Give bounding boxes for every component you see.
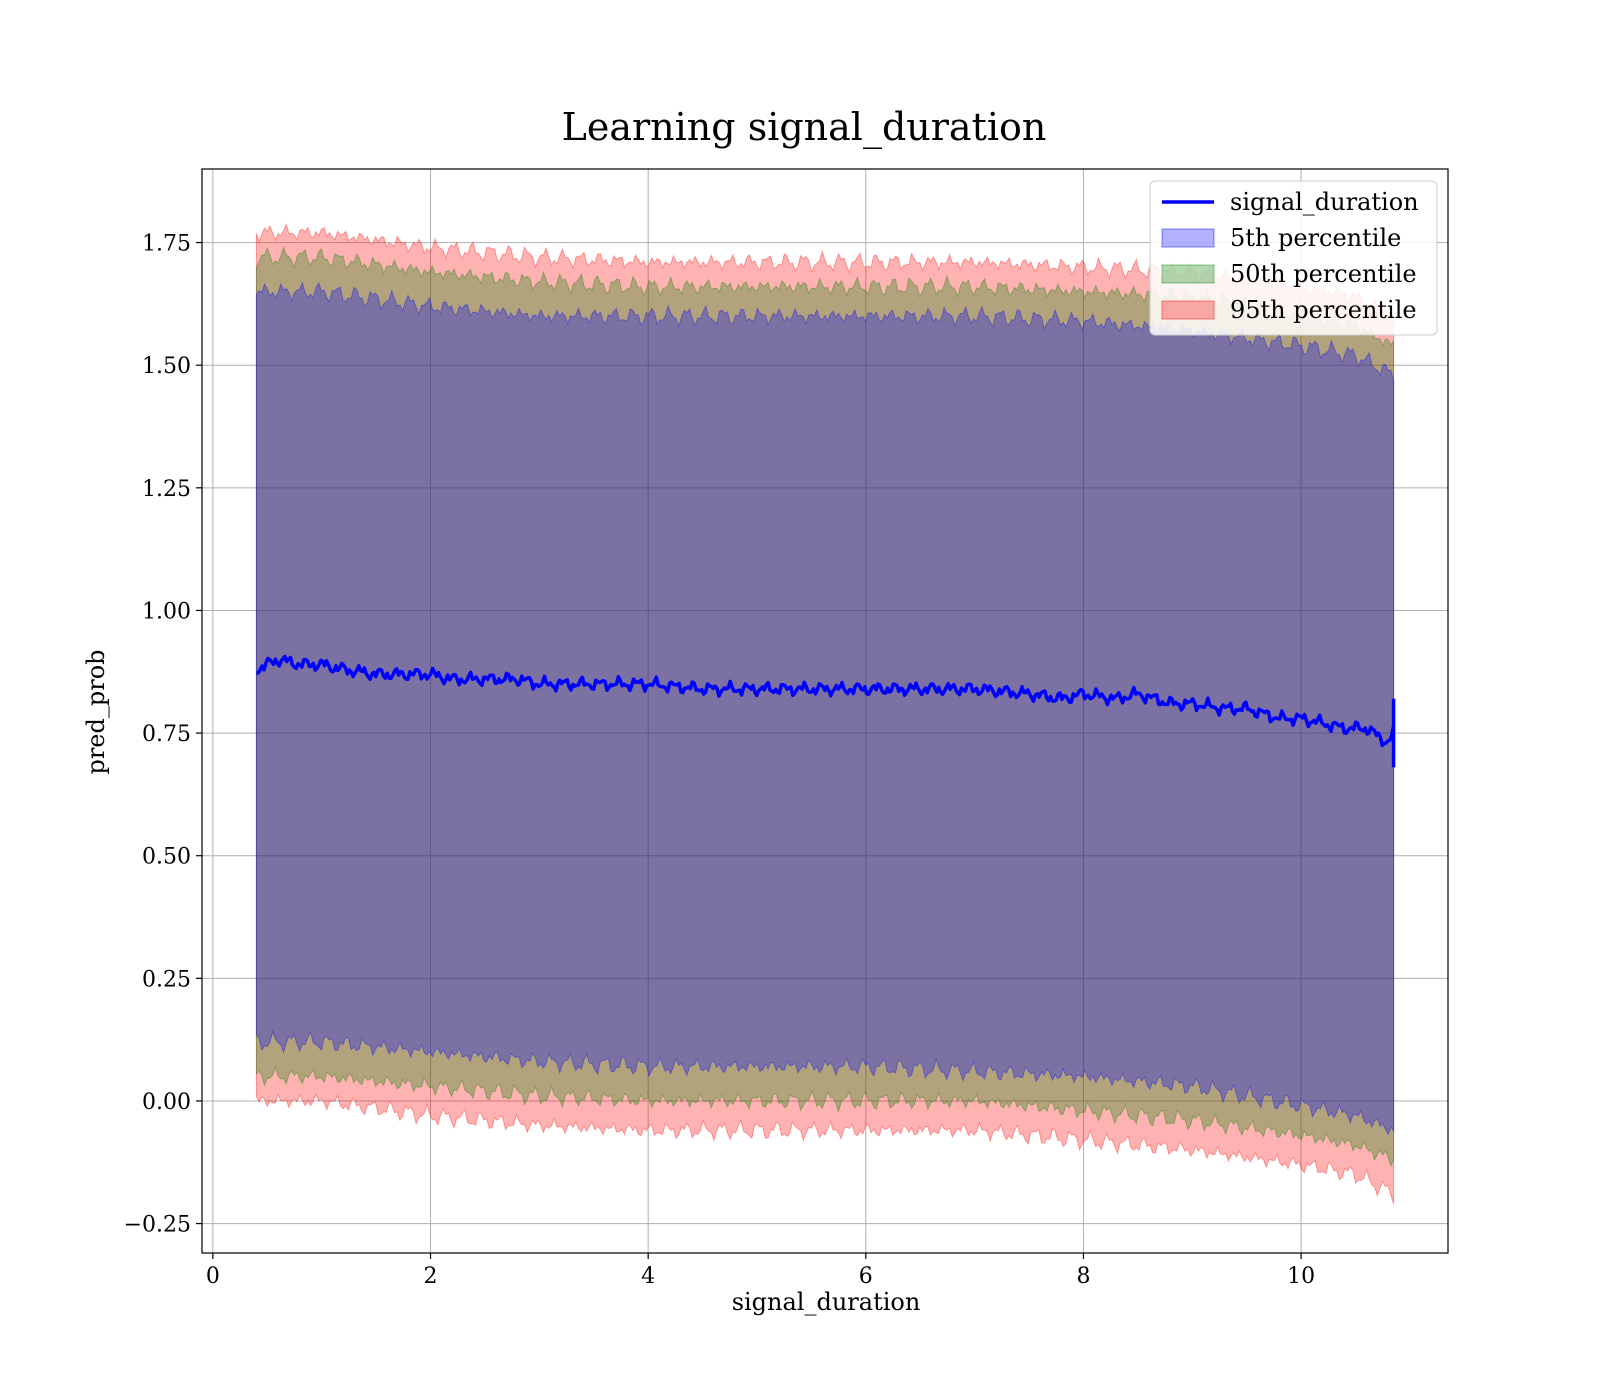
x-tick-label: 4 (641, 1264, 655, 1289)
band-50th-percentile (255, 245, 1395, 1168)
y-tick-label: 0.50 (142, 845, 191, 870)
y-tick-label: 1.50 (142, 354, 191, 379)
y-tick-label: 0.00 (142, 1090, 191, 1115)
legend-label: signal_duration (1230, 188, 1419, 216)
series-line-signal-duration (256, 654, 1396, 748)
plot-area: 0 2 4 6 8 10 −0.25 0.00 0.25 0.50 0.75 1.00 1.25 1.50… (124, 168, 1449, 1289)
x-axis-label: signal_duration (732, 1288, 921, 1316)
y-tick-label: 1.75 (142, 232, 191, 257)
legend-swatch-patch (1161, 264, 1215, 284)
band-5th-percentile (255, 281, 1395, 1136)
x-axis: 0 2 4 6 8 10 (206, 1253, 1315, 1289)
x-tick-label: 6 (859, 1264, 873, 1289)
legend-box (1149, 180, 1438, 336)
grid (202, 169, 1448, 1253)
legend-label: 5th percentile (1230, 224, 1401, 252)
legend: signal_duration 5th percentile 50th percen… (1149, 180, 1438, 336)
band-95th-percentile (255, 223, 1395, 1205)
x-tick-label: 0 (206, 1264, 220, 1289)
legend-label: 95th percentile (1230, 296, 1417, 324)
x-tick-label: 2 (424, 1264, 438, 1289)
legend-item: 5th percentile (1161, 224, 1401, 252)
y-tick-label: 1.00 (142, 599, 191, 624)
legend-item: signal_duration (1162, 188, 1419, 216)
y-axis: −0.25 0.00 0.25 0.50 0.75 1.00 1.25 1.50 1.75 (124, 232, 202, 1238)
plot-frame (201, 168, 1449, 1254)
legend-item: 50th percentile (1161, 260, 1417, 288)
percentile-bands (255, 223, 1395, 1205)
chart-title: Learning signal_duration (562, 105, 1047, 150)
legend-swatch-patch (1161, 228, 1215, 248)
legend-item: 95th percentile (1161, 296, 1417, 324)
x-tick-label: 8 (1076, 1264, 1090, 1289)
y-tick-label: 0.75 (142, 722, 191, 747)
y-tick-label: 1.25 (142, 477, 191, 502)
y-tick-label: 0.25 (142, 967, 191, 992)
legend-swatch-patch (1161, 300, 1215, 320)
y-tick-label: −0.25 (124, 1213, 191, 1238)
y-axis-label: pred_prob (82, 649, 110, 774)
legend-label: 50th percentile (1230, 260, 1417, 288)
x-tick-label: 10 (1287, 1264, 1315, 1289)
